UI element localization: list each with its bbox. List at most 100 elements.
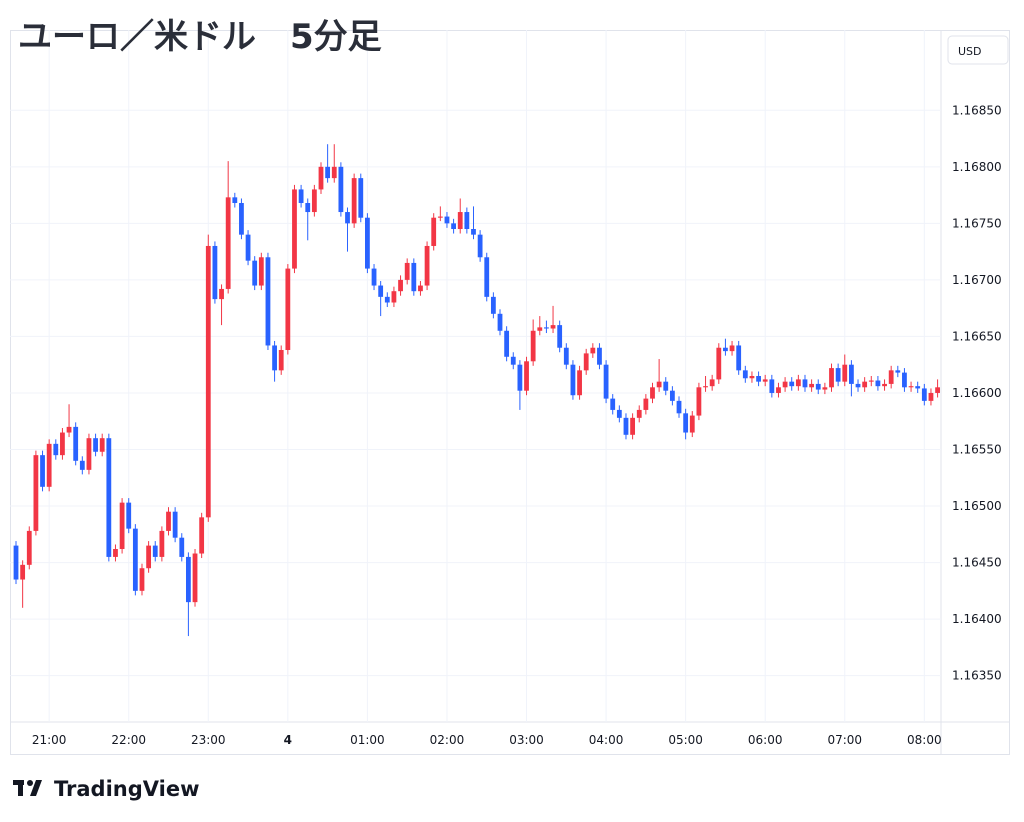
candle-body — [437, 216, 443, 218]
candle-body — [418, 285, 423, 292]
candle-body — [842, 364, 848, 382]
candle-body — [776, 387, 781, 393]
candle-body — [484, 257, 490, 297]
candles — [13, 144, 940, 637]
x-tick-label: 22:00 — [111, 733, 146, 747]
y-tick-label: 1.16700 — [952, 273, 1002, 287]
candle-body — [26, 530, 32, 565]
y-tick-label: 1.16800 — [952, 160, 1002, 174]
candle-body — [391, 291, 397, 303]
candle-body — [139, 568, 145, 591]
candle-body — [298, 189, 304, 203]
candle-body — [199, 517, 205, 554]
candle-body — [40, 455, 45, 487]
candle-body — [802, 379, 808, 388]
candle-body — [742, 370, 748, 379]
candle-body — [709, 379, 715, 387]
candle-body — [477, 234, 483, 258]
candle-body — [557, 325, 563, 348]
candle-body — [411, 262, 417, 292]
candle-body — [451, 223, 456, 230]
y-tick-label: 1.16600 — [952, 386, 1002, 400]
x-tick-label: 08:00 — [907, 733, 942, 747]
candle-body — [822, 387, 828, 390]
candle-body — [398, 279, 403, 292]
candle-body — [616, 409, 622, 418]
candle-body — [278, 349, 284, 371]
candle-body — [517, 364, 523, 391]
candle-body — [656, 381, 662, 388]
candle-body — [351, 178, 357, 224]
candle-body — [769, 379, 775, 393]
y-tick-label: 1.16400 — [952, 612, 1002, 626]
candle-body — [457, 212, 463, 230]
candle-body — [225, 197, 231, 289]
y-tick-label: 1.16650 — [952, 329, 1002, 343]
candle-body — [325, 166, 331, 179]
x-tick-label: 21:00 — [32, 733, 67, 747]
candle-body — [338, 166, 344, 213]
candle-body — [13, 545, 19, 580]
candle-body — [630, 417, 636, 435]
x-tick-label: 23:00 — [191, 733, 226, 747]
candle-body — [563, 347, 569, 365]
candle-body — [570, 364, 576, 396]
candle-body — [789, 381, 795, 387]
candle-body — [524, 361, 529, 391]
candle-body — [20, 564, 26, 580]
currency-box — [947, 35, 1009, 65]
candle-body — [683, 413, 689, 433]
candle-body — [875, 380, 881, 387]
y-tick-label: 1.16750 — [952, 216, 1002, 230]
candle-body — [921, 388, 927, 401]
candle-body — [723, 347, 728, 352]
candle-body — [99, 438, 105, 452]
candle-body — [550, 325, 556, 329]
candle-body — [318, 166, 324, 190]
candle-body — [212, 245, 218, 300]
x-tick-label: 05:00 — [668, 733, 703, 747]
candle-body — [245, 234, 251, 261]
y-tick-label: 1.16450 — [952, 556, 1002, 570]
candle-body — [888, 370, 894, 384]
candle-body — [729, 345, 735, 352]
candle-body — [663, 381, 669, 391]
candle-body — [590, 347, 596, 354]
y-tick-label: 1.16550 — [952, 442, 1002, 456]
candle-body — [46, 443, 52, 487]
candle-body — [716, 347, 722, 380]
candle-body — [79, 460, 85, 470]
candle-body — [73, 426, 79, 461]
candle-body — [915, 386, 921, 389]
x-tick-label: 04:00 — [589, 733, 624, 747]
candle-body — [106, 438, 112, 557]
candle-body — [902, 372, 907, 388]
axis-labels: 1.16350 1.16400 1.16450 1.16500 1.16550 1.166… — [32, 103, 1002, 747]
candle-body — [464, 212, 470, 230]
candle-body — [583, 353, 589, 371]
candle-body — [185, 556, 191, 603]
candle-body — [159, 530, 165, 557]
candle-body — [431, 217, 437, 246]
candle-body — [93, 438, 98, 452]
candle-body — [252, 260, 258, 286]
candle-body — [311, 189, 317, 213]
candle-body — [60, 432, 65, 456]
candle-body — [146, 545, 152, 569]
candle-body — [689, 415, 695, 433]
logo-part — [18, 780, 23, 796]
candle-body — [113, 549, 118, 557]
candle-body — [172, 511, 178, 538]
candle-body — [928, 392, 934, 401]
candle-body — [795, 379, 801, 387]
candle-body — [126, 502, 132, 529]
candle-body — [219, 288, 224, 300]
candle-body — [862, 381, 868, 388]
candle-body — [179, 537, 185, 557]
logo-part — [27, 780, 33, 786]
candle-body — [285, 268, 291, 350]
candle-body — [643, 398, 649, 410]
candle-body — [544, 327, 549, 329]
chart-title: ユーロ／米ドル 5分足 — [18, 17, 382, 57]
candle-body — [119, 502, 125, 549]
